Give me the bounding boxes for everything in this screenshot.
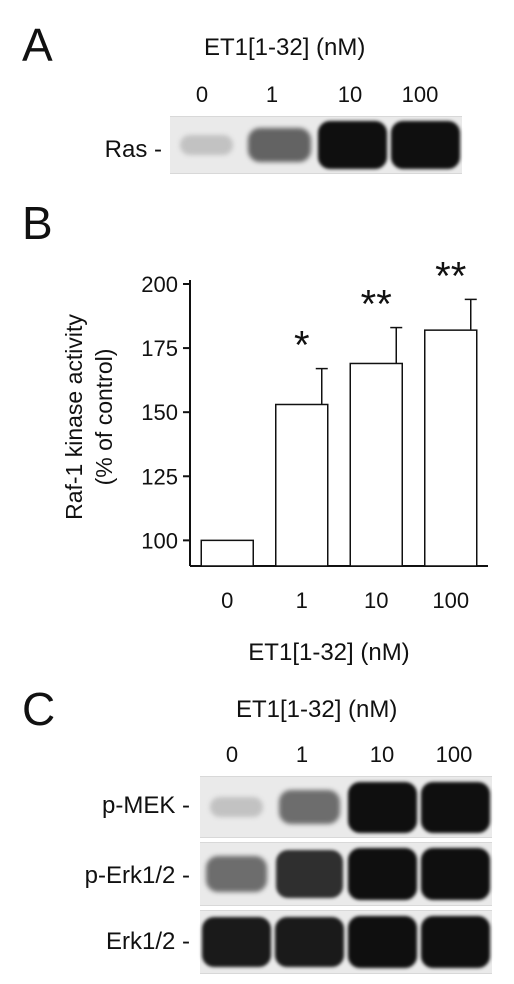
panel-a-letter: A [22,19,53,71]
blot-band-100 [420,847,491,901]
blot-band-0 [209,796,264,818]
blot-band-0 [179,135,234,155]
panel-a-lane-100: 100 [401,82,439,107]
panel-c-perk-label: p-Erk1/2 - [84,862,190,889]
panel-c-letter: C [22,683,56,735]
panel-a-lane-0: 0 [195,82,209,107]
significance-marker-100: ** [435,254,466,298]
blot-band-1 [248,127,311,163]
x-axis-label: ET1[1-32] (nM) [248,639,409,666]
panel-c-lane-10: 10 [369,742,395,767]
blot-band-10 [347,781,418,833]
y-axis-label-line2: (% of control) [91,349,117,486]
blot-band-10 [347,915,418,969]
y-tick-label: 175 [141,336,178,361]
bar-10 [349,362,403,567]
panel-c-erk-blot [200,910,492,974]
panel-b-letter: B [22,197,53,249]
panel-c-condition-label: ET1[1-32] (nM) [236,696,398,723]
panel-c-erk-label: Erk1/2 - [105,928,190,955]
panel-c-lane-100: 100 [435,742,473,767]
panel-a-lane-1: 1 [265,82,279,107]
significance-marker-10: ** [361,283,392,327]
y-tick-label: 200 [141,272,178,297]
panel-c-pmek-blot [200,776,492,838]
y-tick-label: 150 [141,400,178,425]
blot-band-10 [317,121,388,169]
blot-band-0 [202,916,271,968]
bar-100 [424,329,478,567]
panel-c-perk-blot [200,842,492,906]
bar-1 [275,403,329,567]
x-tick-label-0: 0 [221,588,233,613]
panel-c-lane-1: 1 [295,742,309,767]
y-tick-label: 100 [141,528,178,553]
panel-a-ras-label: Ras - [104,136,162,163]
x-tick-label-10: 10 [364,588,388,613]
blot-band-100 [420,915,491,969]
blot-band-1 [278,789,341,825]
blot-band-10 [347,847,418,901]
y-axis-label-line1: Raf-1 kinase activity [61,314,87,520]
significance-marker-1: * [294,324,310,368]
panel-a-condition-label: ET1[1-32] (nM) [204,34,366,61]
x-tick-label-100: 100 [432,588,469,613]
x-tick-label-1: 1 [296,588,308,613]
panel-a-lane-10: 10 [337,82,363,107]
blot-band-1 [275,916,344,968]
panel-b-bar-chart: 100 125 150 175 200 0 * 1 ** 10 ** 100 Raf-1 kinase … [61,254,488,666]
panel-c-lane-0: 0 [225,742,239,767]
blot-band-1 [276,850,343,898]
blot-band-0 [205,856,268,892]
bar-0 [200,539,254,567]
panel-c-pmek-label: p-MEK - [101,792,190,819]
y-tick-label: 125 [141,464,178,489]
blot-band-100 [420,781,491,833]
blot-band-100 [390,121,461,169]
panel-a-ras-blot [170,116,462,174]
